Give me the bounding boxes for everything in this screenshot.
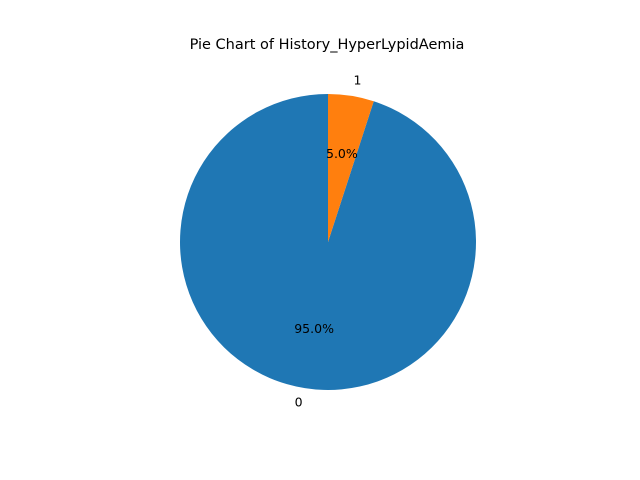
- pie-slices: [180, 94, 476, 390]
- pie-slice-1: [328, 94, 374, 242]
- slice-percent-0: 95.0%: [294, 321, 334, 336]
- chart-title: Pie Chart of History_HyperLypidAemia: [190, 37, 465, 53]
- slice-label-0: 0: [295, 394, 303, 409]
- pie-labels: 0 95.0% 1 5.0%: [294, 73, 361, 410]
- slice-percent-1: 5.0%: [326, 146, 358, 161]
- slice-label-1: 1: [353, 73, 361, 88]
